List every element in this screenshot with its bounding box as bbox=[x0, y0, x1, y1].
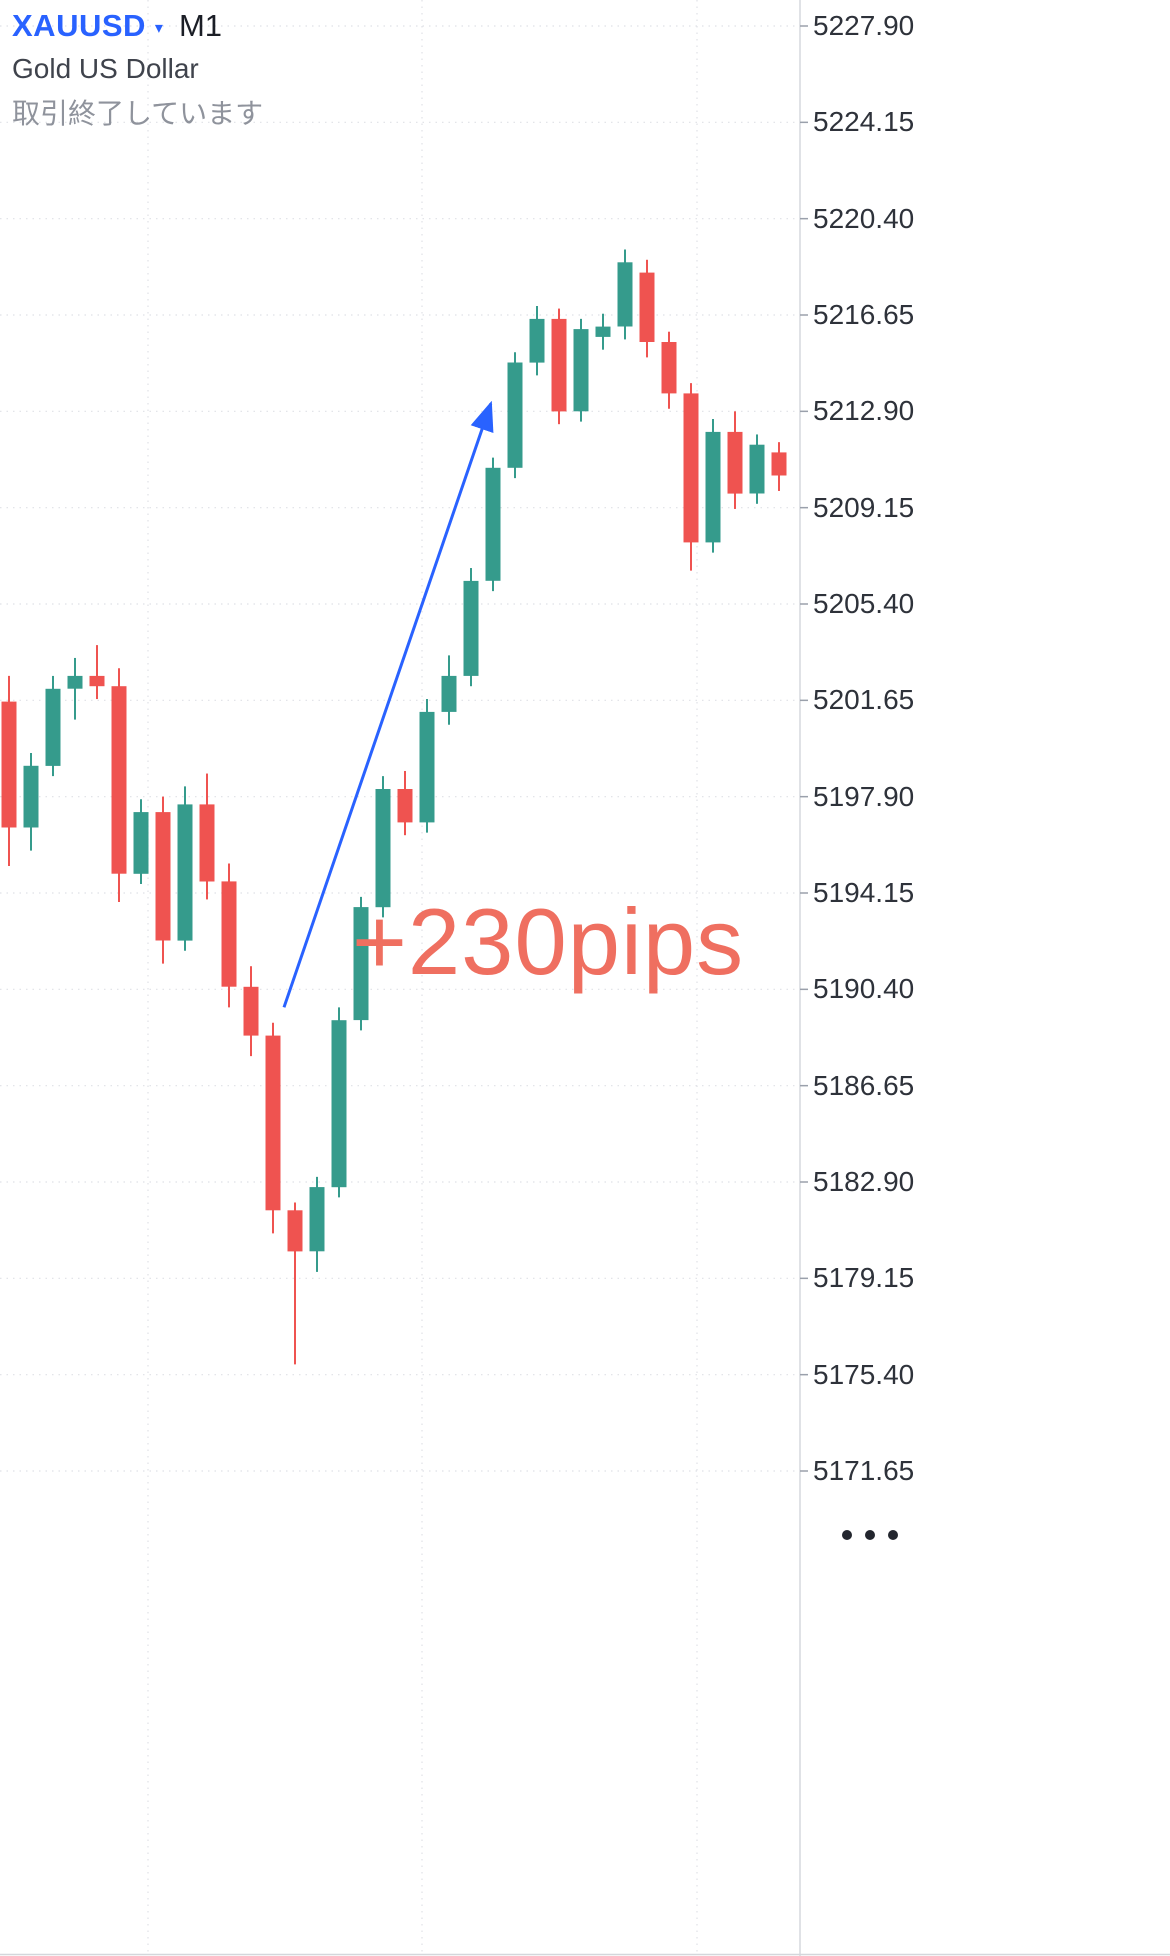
price-tick-label: 5171.65 bbox=[813, 1455, 915, 1486]
price-tick-label: 5212.90 bbox=[813, 395, 915, 427]
price-tick-label: 5175.40 bbox=[813, 1358, 915, 1390]
symbol-description: Gold US Dollar bbox=[12, 53, 199, 84]
price-tick-label: 5205.40 bbox=[813, 588, 915, 619]
price-tick-label: 5194.15 bbox=[813, 877, 915, 908]
price-tick-label: 5227.90 bbox=[813, 10, 915, 41]
chevron-down-icon: ▾ bbox=[154, 20, 163, 37]
symbol-row: XAUUSD ▾ M1 bbox=[12, 8, 263, 44]
more-options-icon bbox=[865, 1530, 875, 1540]
market-status-text: 取引終了しています bbox=[12, 98, 264, 129]
symbol-button[interactable]: XAUUSD ▾ bbox=[12, 8, 163, 44]
pips-annotation-label[interactable]: +230pips bbox=[352, 889, 745, 994]
price-tick-label: 5209.15 bbox=[813, 491, 915, 523]
more-menu-button[interactable] bbox=[836, 1524, 904, 1546]
symbol-label: XAUUSD bbox=[12, 8, 146, 43]
timeframe-button[interactable]: M1 bbox=[178, 8, 223, 43]
price-tick-label: 5216.65 bbox=[813, 299, 915, 330]
more-options-icon bbox=[842, 1530, 852, 1540]
price-tick-label: 5220.40 bbox=[813, 202, 915, 234]
price-tick-label: 5182.90 bbox=[813, 1166, 915, 1197]
more-options-icon bbox=[888, 1530, 898, 1540]
price-tick-label: 5224.15 bbox=[813, 106, 915, 138]
chart-header: XAUUSD ▾ M1 Gold US Dollar 取引終了しています bbox=[12, 8, 263, 132]
price-tick-label: 5179.15 bbox=[813, 1262, 915, 1294]
price-tick-label: 5186.65 bbox=[813, 1069, 915, 1101]
price-tick-label: 5197.90 bbox=[813, 780, 915, 812]
price-tick-label: 5190.40 bbox=[813, 973, 915, 1005]
price-tick-label: 5201.65 bbox=[813, 684, 915, 716]
trend-arrow bbox=[282, 400, 494, 1008]
